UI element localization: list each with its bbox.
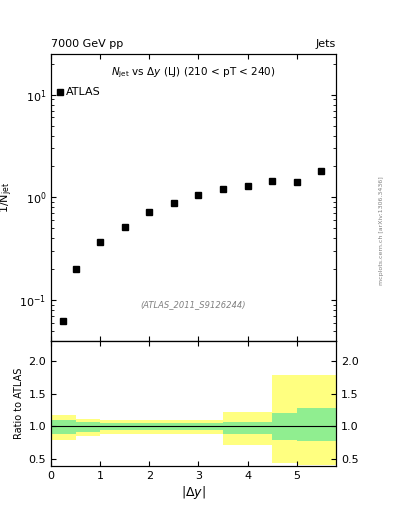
Text: Jets: Jets bbox=[316, 38, 336, 49]
X-axis label: $|\Delta y|$: $|\Delta y|$ bbox=[181, 483, 206, 501]
Text: $N_\mathrm{jet}$ vs $\Delta y$ (LJ) (210 < pT < 240): $N_\mathrm{jet}$ vs $\Delta y$ (LJ) (210… bbox=[111, 65, 276, 80]
Text: mcplots.cern.ch [arXiv:1306.3436]: mcplots.cern.ch [arXiv:1306.3436] bbox=[379, 176, 384, 285]
Text: ATLAS: ATLAS bbox=[66, 88, 101, 97]
Text: (ATLAS_2011_S9126244): (ATLAS_2011_S9126244) bbox=[141, 301, 246, 309]
Text: 7000 GeV pp: 7000 GeV pp bbox=[51, 38, 123, 49]
Y-axis label: Ratio to ATLAS: Ratio to ATLAS bbox=[14, 368, 24, 439]
Y-axis label: $\mathregular{1/N_\mathregular{jet}}$: $\mathregular{1/N_\mathregular{jet}}$ bbox=[0, 182, 15, 213]
